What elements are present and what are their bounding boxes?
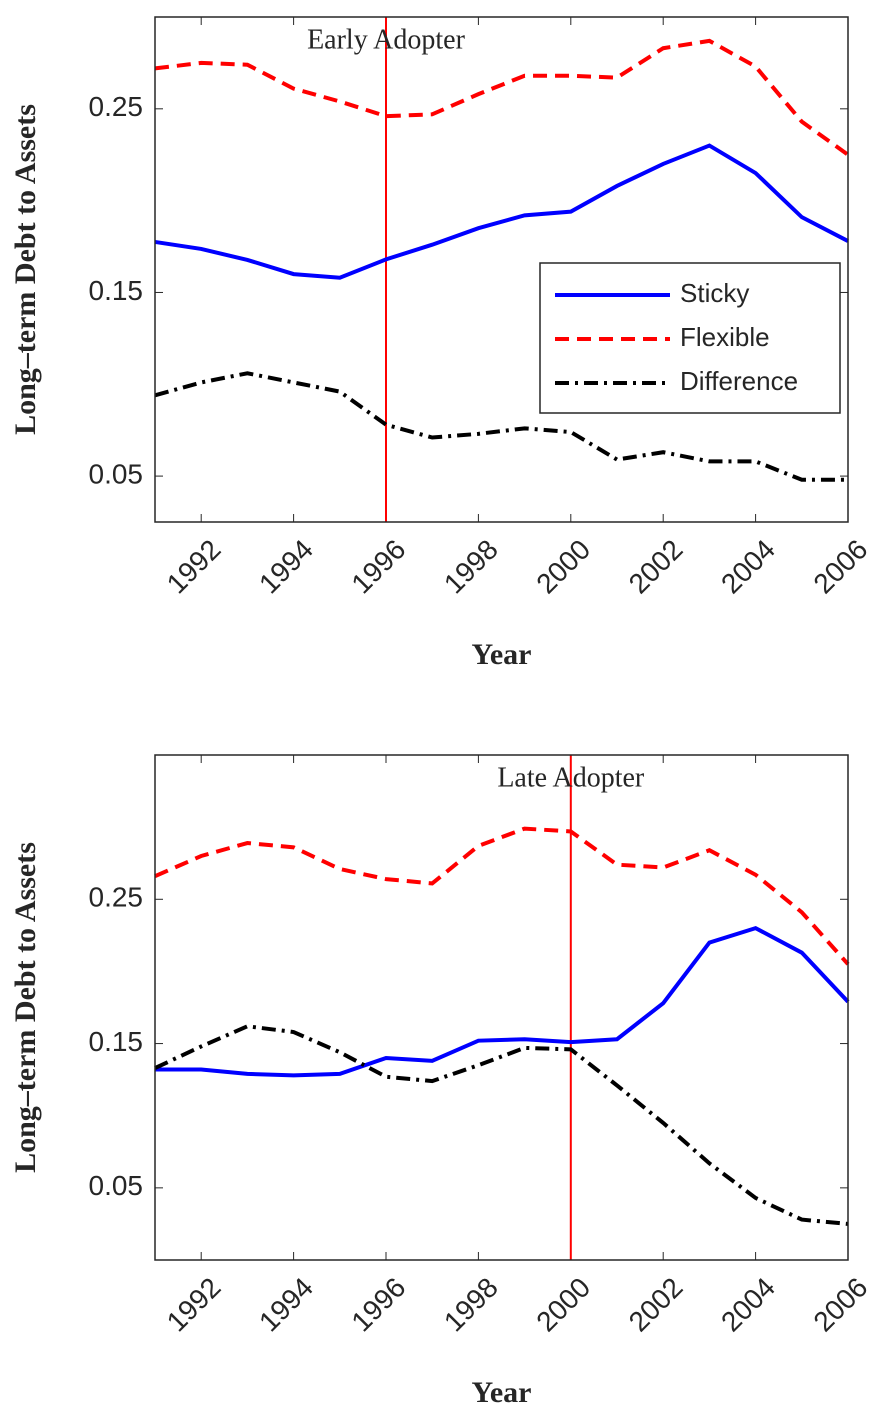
x-tick-label: 2000 xyxy=(530,1272,596,1338)
x-axis-label: Year xyxy=(472,638,532,671)
x-tick-label: 1992 xyxy=(161,534,227,600)
y-axis-label: Long–term Debt to Assets xyxy=(9,842,42,1173)
x-tick-label: 2002 xyxy=(623,1272,689,1338)
y-tick-label: 0.15 xyxy=(89,1026,144,1057)
x-axis-label: Year xyxy=(472,1376,532,1407)
series-line xyxy=(154,1024,849,1226)
y-tick-label: 0.05 xyxy=(89,1170,144,1201)
x-tick-label: 2000 xyxy=(530,534,596,600)
annotation: Late Adopter xyxy=(497,762,645,793)
series-line xyxy=(154,143,849,280)
x-tick-label: 1998 xyxy=(438,534,504,600)
x-tick-label: 2004 xyxy=(715,534,781,600)
x-tick-label: 1996 xyxy=(345,1272,411,1338)
x-tick-label: 2004 xyxy=(715,1272,781,1338)
legend-label: Flexible xyxy=(680,322,770,352)
axes-box xyxy=(154,754,849,1261)
x-tick-label: 2006 xyxy=(807,534,873,600)
x-tick-label: 2006 xyxy=(807,1272,873,1338)
x-tick-label: 1994 xyxy=(253,534,319,600)
axes-box xyxy=(154,16,849,523)
x-tick-label: 2002 xyxy=(623,534,689,600)
series-line xyxy=(155,925,850,1078)
y-tick-label: 0.15 xyxy=(89,275,144,306)
y-tick-label: 0.25 xyxy=(89,91,144,122)
annotation: Early Adopter xyxy=(307,24,466,55)
legend-label: Sticky xyxy=(680,278,749,308)
chart: 0.05 0.15 0.25 1992 1994 1996 1998 2000 2002 2004… xyxy=(9,754,873,1407)
y-axis-label: Long–term Debt to Assets xyxy=(9,104,42,435)
chart: 0.05 0.15 0.25 1992 1994 1996 1998 2000 2002 2004… xyxy=(9,16,873,671)
series-line xyxy=(154,371,848,482)
series-line xyxy=(154,826,850,966)
x-tick-label: 1992 xyxy=(161,1272,227,1338)
plot-area xyxy=(155,755,848,1260)
y-tick-label: 0.05 xyxy=(89,458,144,489)
x-tick-label: 1994 xyxy=(253,1272,319,1338)
legend-label: Difference xyxy=(680,366,798,396)
series-line xyxy=(154,38,850,157)
x-tick-label: 1996 xyxy=(345,534,411,600)
y-tick-label: 0.25 xyxy=(89,882,144,913)
x-tick-label: 1998 xyxy=(438,1272,504,1338)
